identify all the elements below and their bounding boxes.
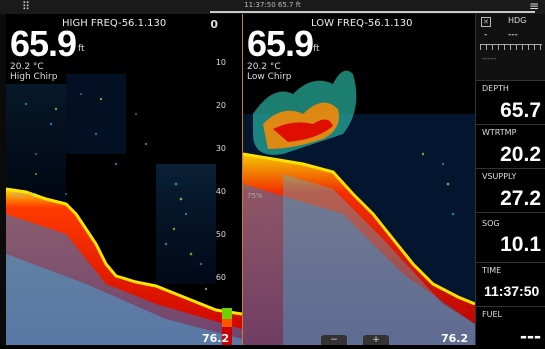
gauge-value: 10.1 <box>500 233 541 256</box>
compass-bottom-value: ----- <box>482 54 497 63</box>
gauge-value: --- <box>520 325 541 348</box>
zoom-out-button[interactable]: − <box>321 335 347 345</box>
depth-readout: 65.9 <box>10 23 77 64</box>
range-tick: 20 <box>215 101 226 110</box>
compass-ticks <box>480 44 542 50</box>
apps-grid-icon[interactable]: ⠿ <box>22 0 31 13</box>
depth-unit: ft <box>78 44 85 54</box>
gauge-value: 11:37:50 <box>484 283 540 299</box>
range-tick: 50 <box>215 230 226 239</box>
depth-unit: ft <box>313 44 320 54</box>
instrument-sidebar: ✕ HDG - --- ----- DEPTH 65.7 WTRTMP 20.2… <box>476 14 545 348</box>
temp-indicator: 75% <box>247 192 263 200</box>
sonar-source[interactable]: LOW FREQ-56.1.130 <box>311 18 413 29</box>
gauge-value: 27.2 <box>500 187 541 210</box>
gauge-depth[interactable]: DEPTH 65.7 <box>476 80 545 125</box>
temp-indicator: 75% °C <box>10 192 37 200</box>
gauge-value: 20.2 <box>500 143 541 166</box>
depth-readout: 65.9 <box>247 23 314 64</box>
gauge-value: 65.7 <box>500 99 541 122</box>
sonar-pane-high[interactable]: 65.9 ft HIGH FREQ-56.1.130 20.2 °C High … <box>6 14 242 345</box>
chirp-mode: Low Chirp <box>247 72 292 82</box>
heading-value: --- <box>508 30 518 40</box>
pane-divider[interactable] <box>242 14 243 345</box>
compass-gauge[interactable]: ✕ HDG - --- ----- <box>476 14 545 80</box>
compass-left-value: - <box>484 30 488 40</box>
gauge-sog[interactable]: SOG 10.1 <box>476 212 545 263</box>
chirp-mode: High Chirp <box>10 72 58 82</box>
sonar-source[interactable]: HIGH FREQ-56.1.130 <box>62 18 167 29</box>
gauge-label: SOG <box>482 219 500 228</box>
gauge-label: FUEL <box>482 310 502 319</box>
range-top: 0 <box>210 18 218 31</box>
water-temp: 20.2 °C <box>247 62 281 72</box>
range-tick: 10 <box>215 58 226 67</box>
heading-label: HDG <box>508 16 527 25</box>
gauge-time[interactable]: TIME 11:37:50 <box>476 262 545 307</box>
range-tick: 30 <box>215 144 226 153</box>
water-temp: 20.2 °C <box>10 62 44 72</box>
range-bottom: 76.2 <box>441 332 469 345</box>
menu-icon[interactable]: ≡ <box>528 0 539 13</box>
left-edge <box>0 14 6 345</box>
status-bar: ⠿ 11:37:50 65.7 ft ≡ <box>0 0 545 14</box>
gauge-fuel[interactable]: FUEL --- <box>476 306 545 348</box>
sidebar-divider <box>475 14 476 345</box>
range-tick: 60 <box>215 273 226 282</box>
range-tick: 40 <box>215 187 226 196</box>
sonar-echo-high <box>6 74 242 345</box>
gauge-label: DEPTH <box>482 84 509 93</box>
sonar-echo-low <box>243 70 475 345</box>
zoom-in-button[interactable]: + <box>363 335 389 345</box>
status-time: 11:37:50 65.7 ft <box>244 1 301 9</box>
status-divider <box>210 11 535 13</box>
gauge-label: VSUPPLY <box>482 172 517 181</box>
gauge-water-temp[interactable]: WTRTMP 20.2 <box>476 124 545 169</box>
gauge-label: WTRTMP <box>482 128 517 137</box>
sonar-pane-low[interactable]: 65.9 ft LOW FREQ-56.1.130 20.2 °C Low Ch… <box>243 14 475 345</box>
close-icon[interactable]: ✕ <box>481 17 491 27</box>
gauge-label: TIME <box>482 266 502 275</box>
gauge-vsupply[interactable]: VSUPPLY 27.2 <box>476 168 545 213</box>
range-bottom: 76.2 <box>202 332 230 345</box>
